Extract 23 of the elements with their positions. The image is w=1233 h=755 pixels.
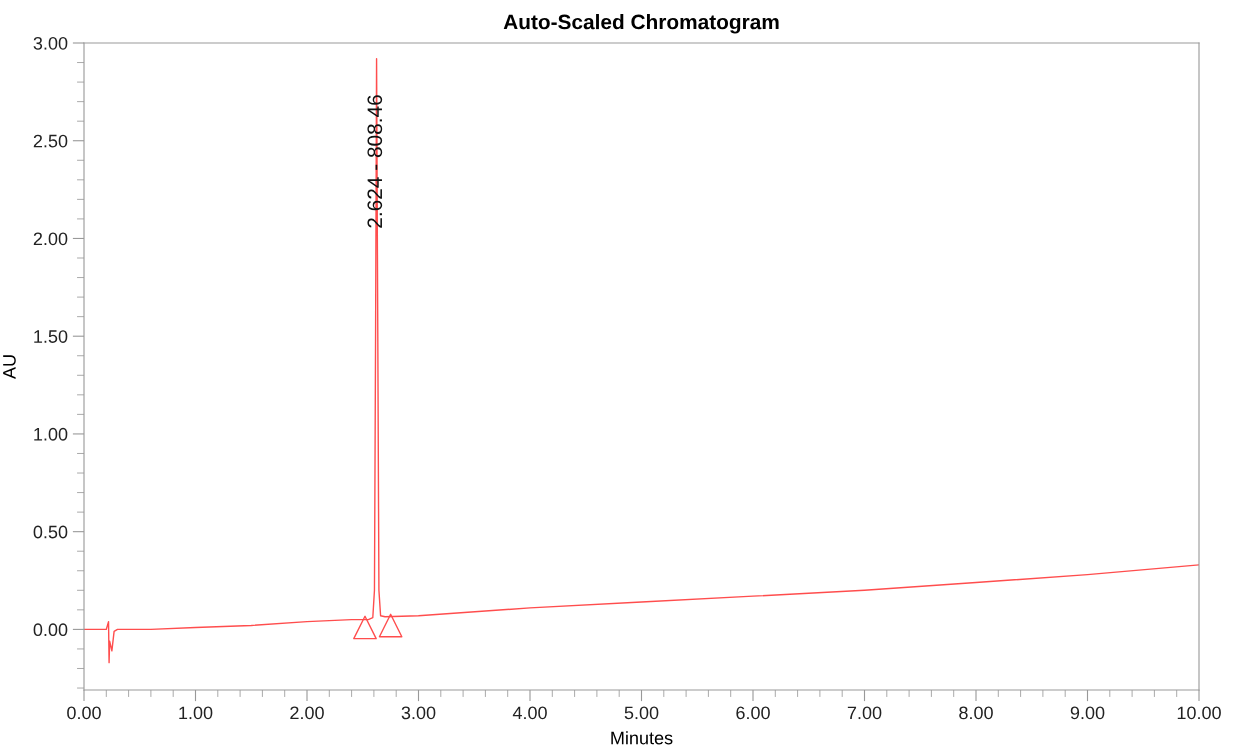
x-tick-label: 8.00 — [959, 706, 993, 720]
line-series — [84, 57, 1199, 664]
y-tick-label: 2.50 — [33, 134, 68, 148]
y-axis-title: AU — [3, 355, 16, 379]
x-tick-label: 7.00 — [847, 706, 882, 720]
y-tick-label: 3.00 — [33, 36, 68, 50]
chart-title: Auto-Scaled Chromatogram — [503, 14, 779, 34]
y-tick-label: 1.00 — [34, 427, 68, 441]
x-tick-label: 5.00 — [624, 706, 659, 720]
x-tick-label: 4.00 — [512, 706, 547, 720]
x-tick-label: 3.00 — [401, 706, 436, 720]
x-tick-label: 6.00 — [736, 706, 770, 720]
x-tick-label: 0.00 — [67, 706, 101, 720]
y-tick-label: 1.50 — [34, 330, 68, 343]
y-tick-label: 0.50 — [33, 525, 68, 539]
x-tick-label: 2.00 — [290, 706, 324, 720]
annotation: 2.624 - 808.46 — [367, 95, 383, 228]
y-tick-label: 2.00 — [33, 232, 68, 246]
y-tick-label: 0.00 — [33, 623, 68, 637]
x-tick-label: 1.00 — [179, 706, 213, 720]
x-tick-label: 10.00 — [1177, 706, 1221, 720]
x-axis-title: Minutes — [611, 731, 673, 745]
x-tick-label: 9.00 — [1070, 706, 1105, 720]
